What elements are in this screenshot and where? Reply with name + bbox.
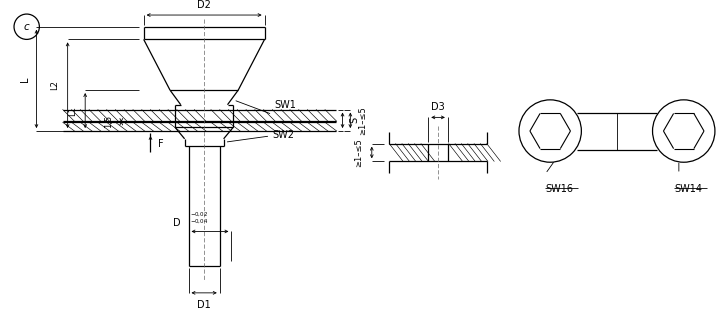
- Text: SW14: SW14: [674, 184, 702, 194]
- Text: S: S: [349, 117, 359, 123]
- Text: ≥1–≤5: ≥1–≤5: [358, 106, 368, 135]
- Text: c: c: [24, 22, 30, 32]
- Text: D1: D1: [197, 300, 211, 310]
- Text: $^{-0{,}02}_{-0{,}04}$: $^{-0{,}02}_{-0{,}04}$: [190, 210, 209, 226]
- Text: F: F: [158, 139, 164, 149]
- Text: D2: D2: [197, 0, 211, 10]
- Text: D: D: [173, 218, 181, 227]
- Text: ≥1–≤5: ≥1–≤5: [355, 138, 364, 167]
- Text: 1,5: 1,5: [104, 115, 113, 128]
- Text: L2: L2: [50, 80, 60, 90]
- Text: L: L: [20, 76, 30, 82]
- Text: SW2: SW2: [273, 130, 294, 140]
- Text: SW16: SW16: [545, 184, 574, 194]
- Text: L1: L1: [68, 106, 77, 116]
- Text: D3: D3: [431, 102, 445, 112]
- Text: SW1: SW1: [274, 100, 296, 110]
